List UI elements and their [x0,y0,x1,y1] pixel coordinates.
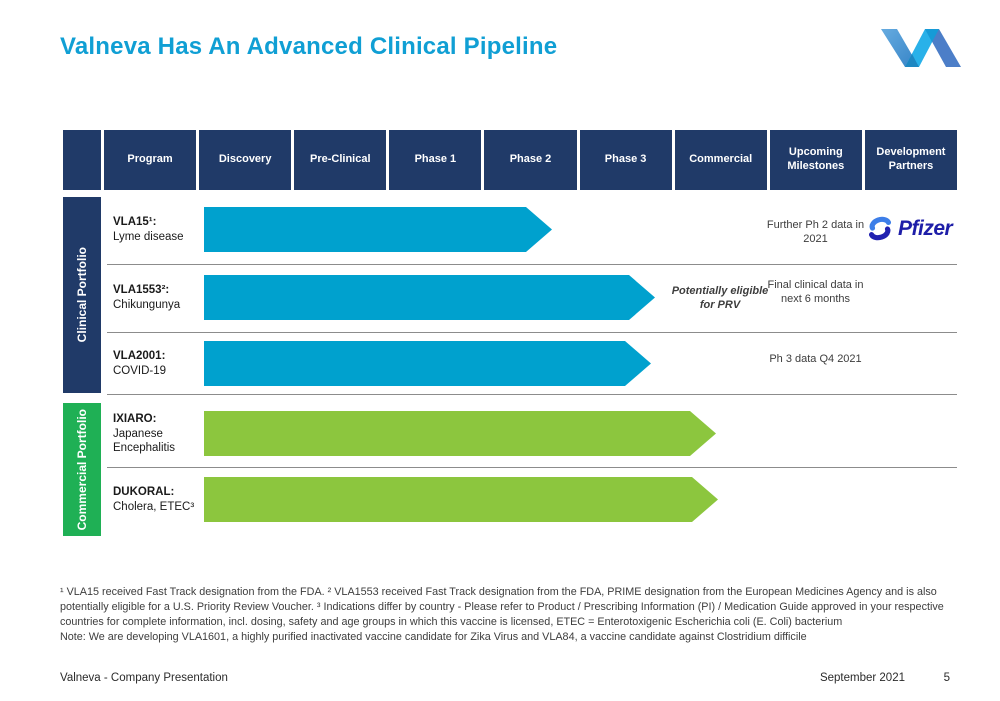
commercial-portfolio-band: Commercial Portfolio [63,403,101,536]
pipeline-arrow-vla2001 [204,341,651,386]
row-divider [107,332,957,333]
pipeline-arrow-ixiaro [204,411,716,456]
program-label-vla15: VLA15¹: Lyme disease [113,215,205,244]
program-name: VLA2001: [113,350,166,362]
clinical-portfolio-label: Clinical Portfolio [75,247,89,343]
program-indication: Cholera, ETEC³ [113,500,195,513]
header-commercial: Commercial [674,130,767,190]
footnote-line: ¹ VLA15 received Fast Track designation … [60,586,937,598]
program-label-vla2001: VLA2001: COVID-19 [113,349,205,378]
program-label-vla1553: VLA1553²: Chikungunya [113,283,205,312]
note-prv-eligibility: Potentially eligible for PRV [671,285,769,312]
program-name: DUKORAL: [113,486,175,498]
program-name: VLA15¹: [113,216,157,228]
row-divider [107,264,957,265]
milestone-vla2001: Ph 3 data Q4 2021 [769,353,862,365]
program-indication: COVID-19 [113,364,167,377]
pipeline-arrow-vla1553 [204,275,655,320]
header-discovery: Discovery [199,130,292,190]
program-label-ixiaro: IXIARO: Japanese Encephalitis [113,412,205,456]
program-name: VLA1553²: [113,284,170,296]
footnote-line: Note: We are developing VLA1601, a highl… [60,631,807,644]
valneva-logo-icon [881,29,961,67]
program-indication: Chikungunya [113,298,181,311]
header-preclinical: Pre-Clinical [294,130,387,190]
footer-date: September 2021 [819,672,905,684]
row-divider [107,467,957,468]
pipeline-arrow-vla15 [204,207,552,252]
milestone-vla1553: Final clinical data in next 6 months [767,279,864,306]
header-program: Program [104,130,197,190]
header-development-partners: Development Partners [864,130,957,190]
pfizer-wordmark: Pfizer [898,217,953,240]
row-divider [107,394,957,395]
footer-page-number: 5 [943,672,950,684]
header-upcoming-milestones: Upcoming Milestones [769,130,862,190]
page-title: Valneva Has An Advanced Clinical Pipelin… [60,33,558,60]
program-name: IXIARO: [113,413,157,425]
program-label-dukoral: DUKORAL: Cholera, ETEC³ [113,485,205,514]
header-gutter-cell [63,130,101,190]
program-indication: Japanese Encephalitis [113,427,176,455]
footnote-line: countries for complete information, incl… [60,616,843,629]
pfizer-swirl-icon [868,216,892,241]
footnotes: ¹ VLA15 received Fast Track designation … [60,585,955,645]
footer-company: Valneva - Company Presentation [60,672,228,684]
header-phase1: Phase 1 [389,130,482,190]
pfizer-logo: Pfizer [865,206,973,252]
pipeline-table: Program Discovery Pre-Clinical Phase 1 P… [63,130,957,536]
pipeline-arrow-dukoral [204,477,718,522]
header-phase2: Phase 2 [484,130,577,190]
footnote-line: potentially eligible for a U.S. Priority… [60,601,944,614]
slide-footer: Valneva - Company Presentation September… [0,670,1000,694]
milestone-vla15: Further Ph 2 data in 2021 [766,219,865,246]
table-header-row: Program Discovery Pre-Clinical Phase 1 P… [63,130,957,190]
header-phase3: Phase 3 [579,130,672,190]
clinical-portfolio-band: Clinical Portfolio [63,197,101,393]
program-indication: Lyme disease [113,230,184,243]
commercial-portfolio-label: Commercial Portfolio [75,408,89,531]
